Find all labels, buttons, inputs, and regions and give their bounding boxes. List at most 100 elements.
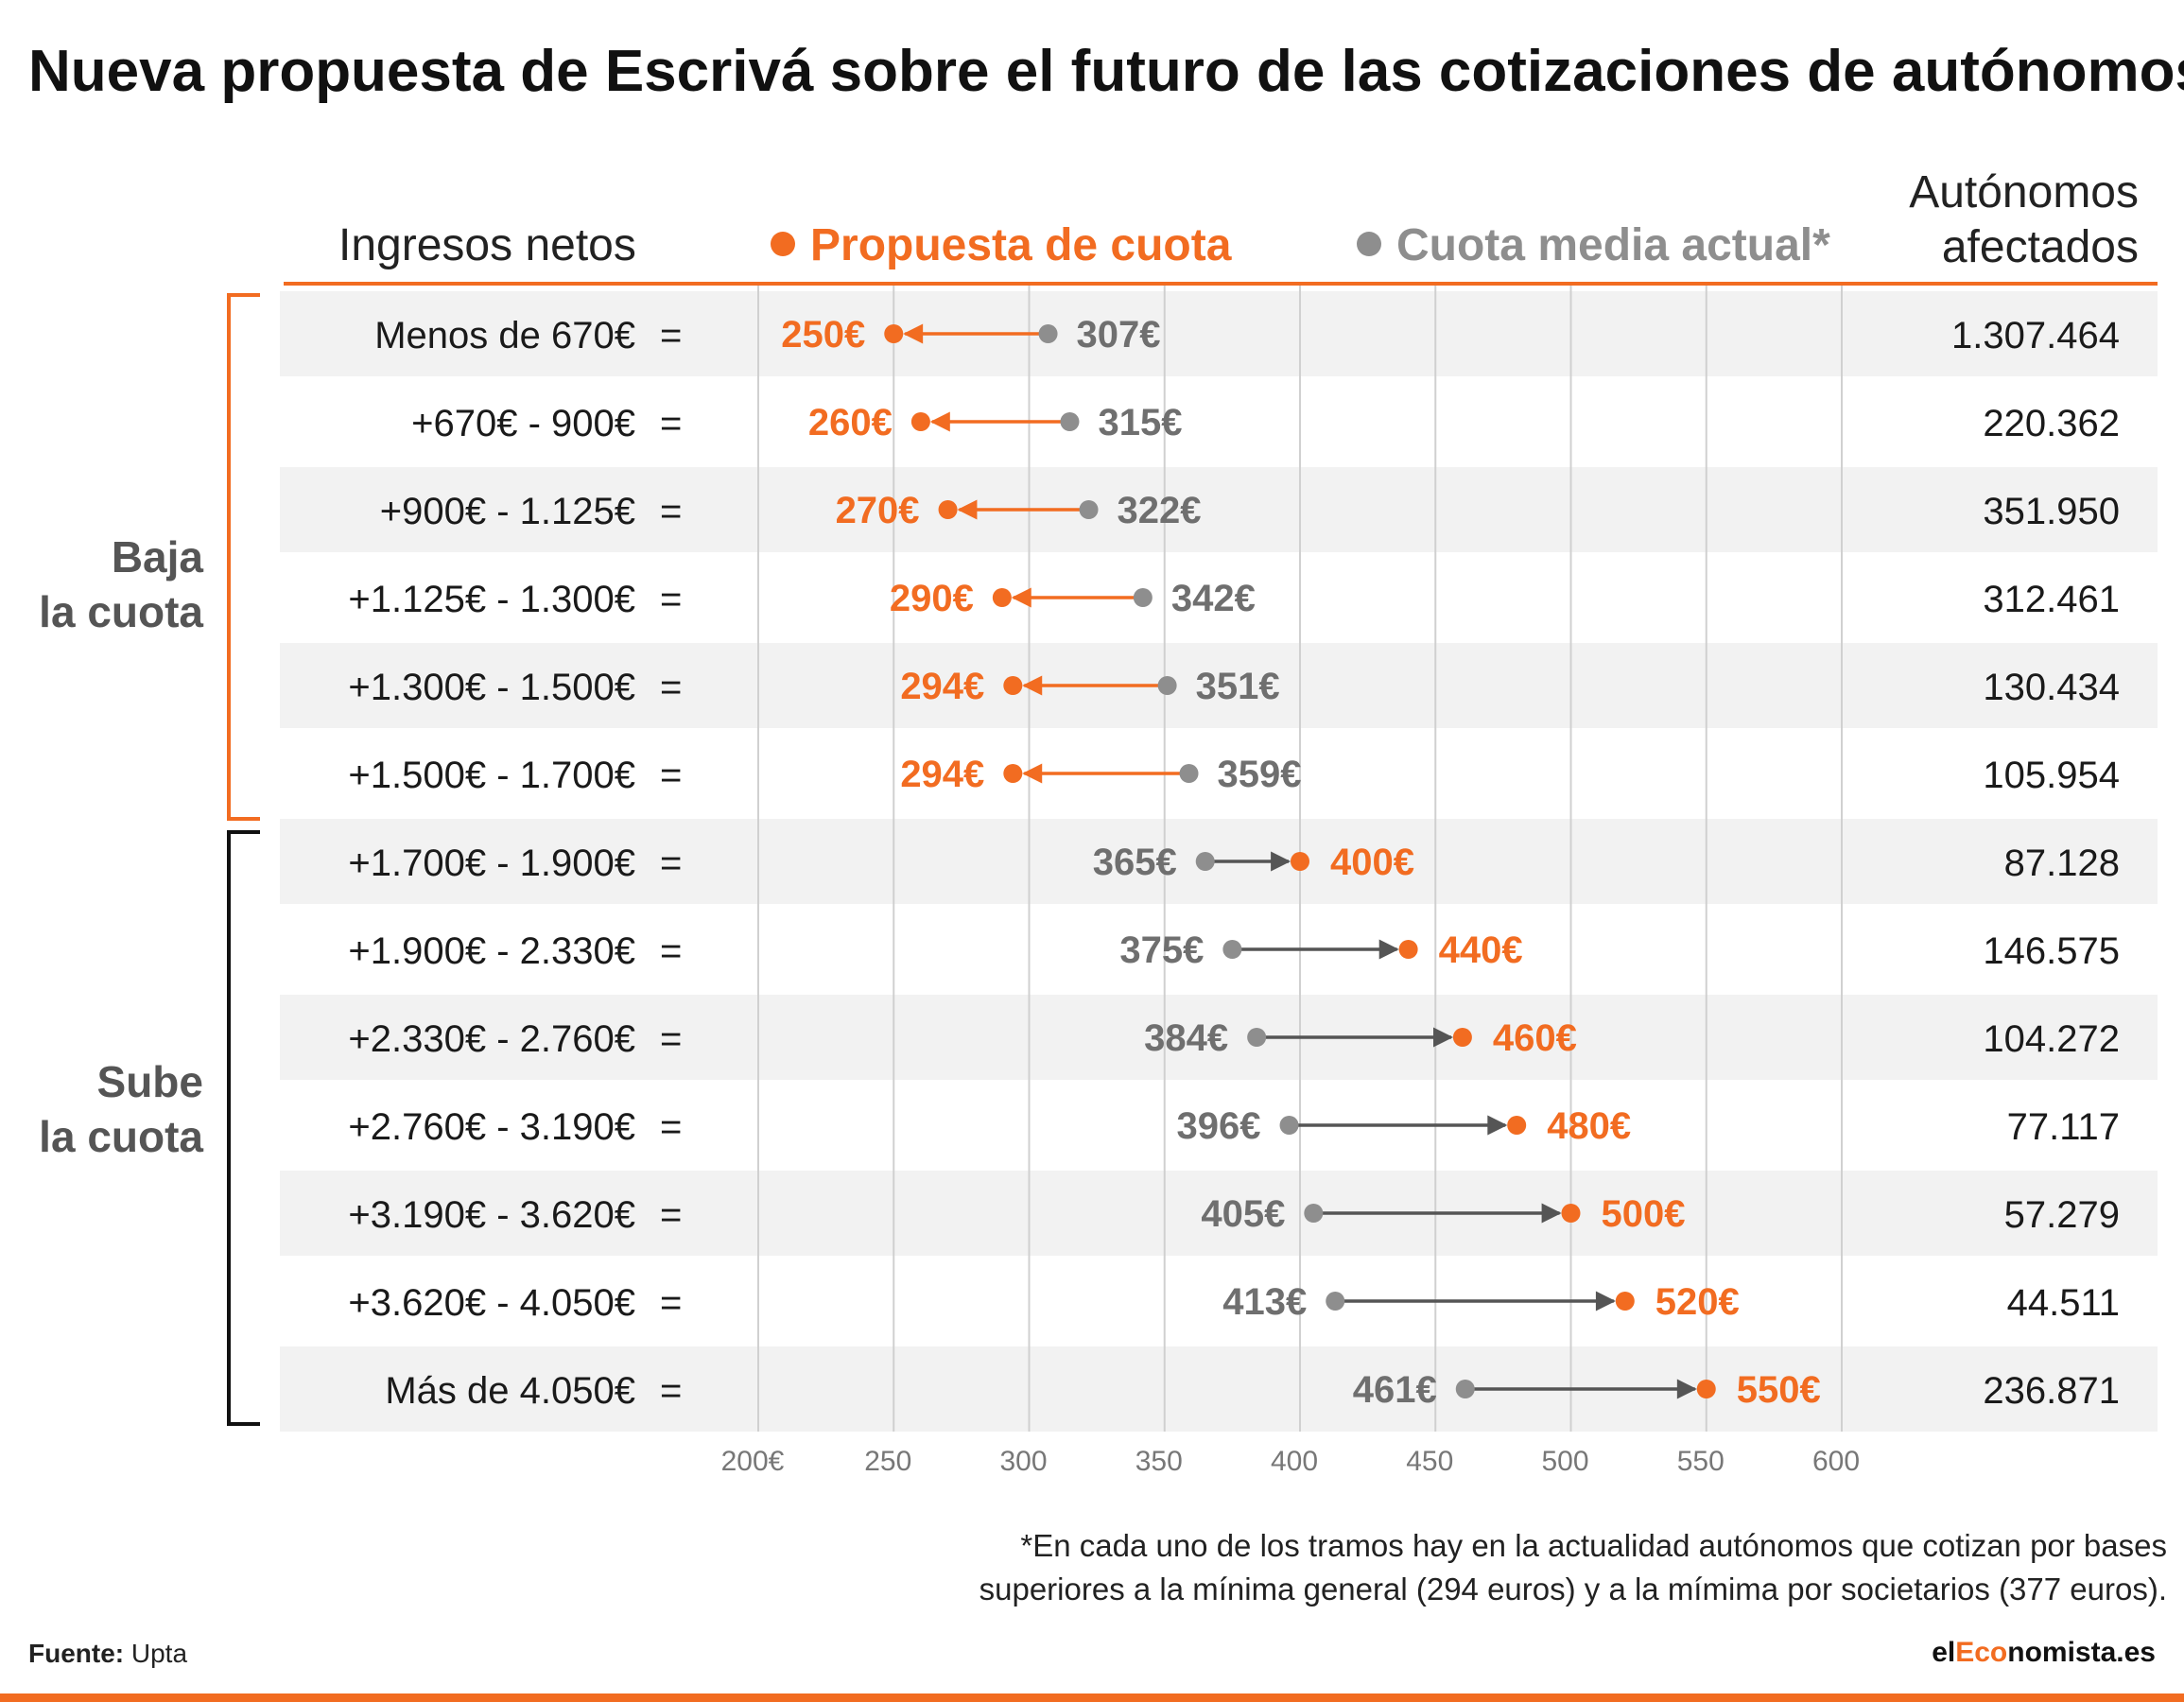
actual-value-label: 365€ bbox=[1093, 842, 1177, 883]
actual-value-label: 351€ bbox=[1196, 666, 1280, 707]
group-baja-line2: la cuota bbox=[39, 587, 203, 636]
propuesta-point bbox=[1003, 764, 1023, 783]
x-tick-label: 550 bbox=[1677, 1446, 1725, 1477]
equals-sign: = bbox=[660, 1194, 682, 1236]
propuesta-value-label: 294€ bbox=[900, 666, 984, 707]
propuesta-point bbox=[1398, 940, 1418, 959]
category-label: +1.900€ - 2.330€ bbox=[348, 930, 635, 972]
propuesta-value-label: 290€ bbox=[890, 578, 974, 619]
actual-value-label: 342€ bbox=[1171, 578, 1256, 619]
bottom-accent-bar bbox=[0, 1693, 2184, 1702]
afectados-value: 220.362 bbox=[1983, 403, 2120, 444]
x-tick-label: 200€ bbox=[721, 1446, 785, 1477]
actual-point bbox=[1455, 1380, 1475, 1398]
propuesta-value-label: 500€ bbox=[1602, 1193, 1686, 1235]
actual-value-label: 322€ bbox=[1118, 490, 1202, 531]
x-tick-label: 400 bbox=[1271, 1446, 1318, 1477]
legend-actual-dot bbox=[1357, 232, 1381, 257]
equals-sign: = bbox=[660, 579, 682, 620]
propuesta-value-label: 270€ bbox=[836, 490, 920, 531]
equals-sign: = bbox=[660, 491, 682, 532]
actual-point bbox=[1079, 500, 1099, 519]
row-band bbox=[280, 643, 2158, 728]
legend-propuesta-label: Propuesta de cuota bbox=[810, 220, 1232, 270]
category-label: +3.190€ - 3.620€ bbox=[348, 1194, 635, 1236]
propuesta-point bbox=[884, 324, 904, 343]
actual-value-label: 396€ bbox=[1177, 1105, 1261, 1147]
actual-point bbox=[1304, 1204, 1324, 1223]
group-label-baja: Baja la cuota bbox=[39, 530, 203, 639]
footnote-line1: *En cada uno de los tramos hay en la act… bbox=[1020, 1528, 2167, 1563]
actual-point bbox=[1179, 764, 1199, 783]
equals-sign: = bbox=[660, 403, 682, 444]
propuesta-point bbox=[992, 588, 1012, 607]
header-afectados-line2: afectados bbox=[1941, 222, 2139, 272]
x-tick-label: 500 bbox=[1541, 1446, 1588, 1477]
equals-sign: = bbox=[660, 1106, 682, 1148]
equals-sign: = bbox=[660, 315, 682, 356]
actual-point bbox=[1157, 676, 1177, 695]
category-label: +2.330€ - 2.760€ bbox=[348, 1018, 635, 1060]
header-afectados: Autónomos afectados bbox=[1909, 165, 2139, 275]
propuesta-value-label: 294€ bbox=[900, 754, 984, 795]
afectados-value: 312.461 bbox=[1983, 579, 2120, 620]
category-label: +900€ - 1.125€ bbox=[380, 491, 635, 532]
category-label: +1.300€ - 1.500€ bbox=[348, 667, 635, 708]
propuesta-value-label: 550€ bbox=[1737, 1369, 1821, 1411]
category-label: Menos de 670€ bbox=[374, 315, 635, 356]
afectados-value: 105.954 bbox=[1983, 755, 2120, 796]
group-sube-line2: la cuota bbox=[39, 1112, 203, 1161]
afectados-value: 1.307.464 bbox=[1951, 315, 2120, 356]
chart-title: Nueva propuesta de Escrivá sobre el futu… bbox=[28, 39, 2184, 104]
row-band bbox=[280, 291, 2158, 376]
propuesta-point bbox=[1561, 1204, 1581, 1223]
actual-point bbox=[1133, 588, 1153, 607]
actual-point bbox=[1247, 1028, 1267, 1047]
footnote-line2: superiores a la mínima general (294 euro… bbox=[979, 1572, 2167, 1606]
afectados-value: 104.272 bbox=[1983, 1018, 2120, 1060]
group-sube-line1: Sube bbox=[96, 1057, 203, 1106]
propuesta-point bbox=[1696, 1380, 1716, 1398]
dumbbell-chart: Menos de 670€ = 250€ 307€ 1.307.464 +670€ - 9… bbox=[227, 282, 2158, 1477]
afectados-value: 236.871 bbox=[1983, 1370, 2120, 1412]
actual-value-label: 384€ bbox=[1144, 1017, 1228, 1059]
row-band bbox=[280, 1346, 2158, 1432]
legend-propuesta-dot bbox=[771, 232, 795, 257]
propuesta-value-label: 400€ bbox=[1330, 842, 1414, 883]
afectados-value: 77.117 bbox=[2007, 1106, 2120, 1148]
group-baja-line1: Baja bbox=[111, 532, 203, 582]
category-label: +1.125€ - 1.300€ bbox=[348, 579, 635, 620]
equals-sign: = bbox=[660, 930, 682, 972]
actual-point bbox=[1279, 1116, 1299, 1135]
row-band bbox=[280, 995, 2158, 1080]
legend-propuesta: Propuesta de cuota bbox=[771, 219, 1231, 271]
category-label: +670€ - 900€ bbox=[411, 403, 635, 444]
brand-pre: el bbox=[1932, 1637, 1956, 1668]
propuesta-point bbox=[1003, 676, 1023, 695]
propuesta-point bbox=[1452, 1028, 1472, 1047]
header-afectados-line1: Autónomos bbox=[1909, 167, 2139, 217]
row-band bbox=[280, 1171, 2158, 1256]
actual-value-label: 413€ bbox=[1222, 1281, 1307, 1323]
actual-value-label: 405€ bbox=[1201, 1193, 1285, 1235]
group-label-sube: Sube la cuota bbox=[39, 1054, 203, 1164]
equals-sign: = bbox=[660, 1282, 682, 1324]
propuesta-value-label: 440€ bbox=[1439, 929, 1523, 971]
equals-sign: = bbox=[660, 755, 682, 796]
brand-accent: Eco bbox=[1955, 1637, 2008, 1668]
x-tick-label: 450 bbox=[1406, 1446, 1453, 1477]
propuesta-value-label: 480€ bbox=[1547, 1105, 1631, 1147]
actual-point bbox=[1038, 324, 1058, 343]
actual-point bbox=[1222, 940, 1242, 959]
source-value: Upta bbox=[130, 1639, 188, 1668]
actual-point bbox=[1326, 1292, 1345, 1311]
propuesta-value-label: 520€ bbox=[1655, 1281, 1740, 1323]
actual-value-label: 375€ bbox=[1119, 929, 1204, 971]
propuesta-value-label: 460€ bbox=[1493, 1017, 1577, 1059]
actual-point bbox=[1195, 852, 1215, 871]
legend-actual: Cuota media actual* bbox=[1357, 219, 1830, 271]
brand-logo: elEconomista.es bbox=[1932, 1637, 2156, 1669]
x-tick-label: 250 bbox=[864, 1446, 911, 1477]
propuesta-point bbox=[910, 412, 930, 431]
category-label: Más de 4.050€ bbox=[385, 1370, 635, 1412]
